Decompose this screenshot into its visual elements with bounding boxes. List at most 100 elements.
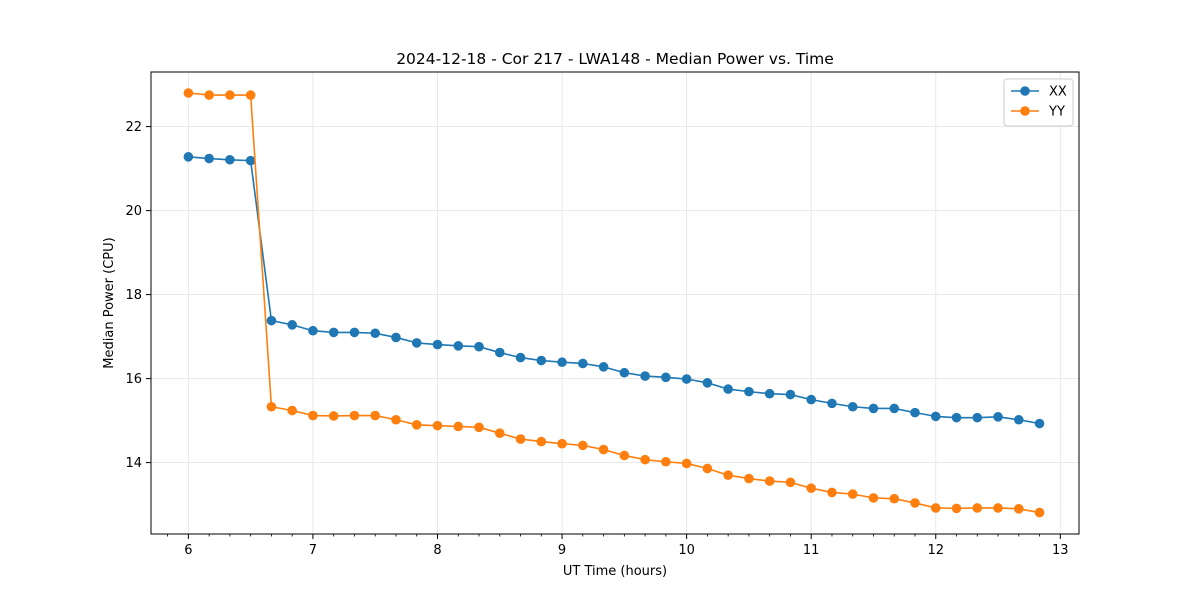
data-point-yy	[204, 90, 214, 100]
data-point-yy	[744, 473, 754, 484]
y-tick-label: 14	[125, 456, 142, 471]
data-point-xx	[474, 341, 484, 352]
data-point-yy	[951, 503, 962, 514]
data-point-yy	[1014, 504, 1024, 514]
data-point-yy	[681, 458, 692, 469]
legend-marker-xx	[1020, 86, 1030, 96]
data-point-yy	[287, 405, 297, 416]
data-point-yy	[349, 410, 360, 421]
data-point-yy	[183, 88, 194, 98]
data-point-xx	[328, 327, 339, 338]
data-point-xx	[619, 367, 630, 378]
data-point-xx	[827, 398, 837, 409]
data-point-yy	[370, 410, 381, 421]
data-point-xx	[411, 338, 422, 348]
axes: 6 7 8 9 10 11 12 13 14 16 18 20 22	[125, 120, 1068, 558]
legend-label-yy: YY	[1048, 105, 1065, 120]
data-point-yy	[411, 420, 422, 430]
data-point-xx	[432, 339, 443, 350]
x-tick-label: 9	[558, 543, 566, 558]
data-point-yy	[225, 90, 235, 100]
x-tick-label: 13	[1052, 543, 1069, 558]
y-tick-label: 18	[125, 288, 142, 303]
data-point-yy	[474, 422, 484, 433]
data-point-yy	[308, 410, 318, 421]
data-point-xx	[785, 389, 796, 400]
legend-entry-xx: XX	[1011, 85, 1067, 100]
data-point-xx	[225, 154, 235, 165]
data-point-xx	[702, 378, 713, 388]
data-point-yy	[930, 503, 941, 513]
data-point-yy	[723, 470, 733, 481]
data-point-yy	[328, 411, 339, 421]
data-point-xx	[370, 328, 381, 339]
legend: XX YY	[1003, 78, 1074, 127]
data-point-xx	[308, 325, 318, 336]
data-point-yy	[847, 489, 858, 499]
data-point-xx	[723, 384, 733, 394]
data-point-xx	[391, 332, 401, 343]
x-tick-label: 8	[433, 543, 441, 558]
data-point-xx	[930, 411, 941, 422]
data-point-xx	[972, 412, 983, 423]
data-point-xx	[1014, 414, 1024, 425]
data-point-yy	[515, 434, 526, 444]
data-point-yy	[578, 440, 588, 451]
data-point-xx	[847, 401, 858, 412]
data-point-xx	[598, 362, 609, 372]
data-point-yy	[764, 476, 775, 486]
data-point-yy	[661, 456, 671, 467]
data-point-yy	[266, 401, 277, 412]
data-point-xx	[744, 386, 754, 397]
data-point-yy	[827, 487, 837, 498]
y-tick-label: 22	[125, 120, 142, 135]
data-point-xx	[494, 347, 505, 358]
data-point-yy	[557, 438, 567, 449]
y-tick-label: 16	[125, 372, 142, 387]
data-point-xx	[266, 315, 277, 326]
x-tick-label: 11	[803, 543, 820, 558]
data-point-yy	[910, 498, 920, 508]
data-point-xx	[806, 394, 816, 405]
data-point-xx	[453, 341, 464, 351]
data-point-yy	[868, 493, 879, 503]
data-point-yy	[993, 503, 1003, 513]
data-point-xx	[951, 412, 962, 423]
legend-marker-yy	[1020, 106, 1030, 116]
data-point-yy	[702, 463, 713, 474]
data-point-yy	[785, 477, 796, 488]
data-point-yy	[453, 421, 464, 432]
data-point-xx	[578, 358, 588, 369]
data-point-yy	[245, 90, 256, 100]
data-point-xx	[868, 403, 879, 414]
chart-title: 2024-12-18 - Cor 217 - LWA148 - Median P…	[396, 50, 834, 68]
data-point-xx	[287, 320, 297, 330]
data-point-yy	[889, 493, 900, 504]
data-point-yy	[640, 454, 650, 465]
series-xx	[183, 152, 1045, 429]
legend-entry-yy: YY	[1011, 105, 1065, 120]
series-layer	[183, 88, 1045, 518]
data-point-yy	[536, 436, 547, 447]
x-tick-label: 12	[927, 543, 944, 558]
data-point-xx	[349, 327, 360, 338]
grid-lines	[151, 72, 1079, 534]
data-point-xx	[764, 388, 775, 399]
data-point-xx	[640, 371, 650, 381]
plot-area-frame	[150, 71, 1080, 535]
data-point-xx	[515, 352, 526, 363]
data-point-xx	[910, 407, 920, 418]
data-point-yy	[391, 414, 401, 425]
data-point-yy	[806, 483, 816, 494]
x-tick-label: 10	[678, 543, 695, 558]
data-point-yy	[432, 420, 443, 431]
data-point-xx	[889, 403, 900, 414]
data-point-xx	[183, 152, 194, 162]
x-tick-label: 6	[184, 543, 192, 558]
x-tick-label: 7	[309, 543, 317, 558]
data-point-yy	[972, 503, 983, 513]
data-point-xx	[661, 372, 671, 383]
